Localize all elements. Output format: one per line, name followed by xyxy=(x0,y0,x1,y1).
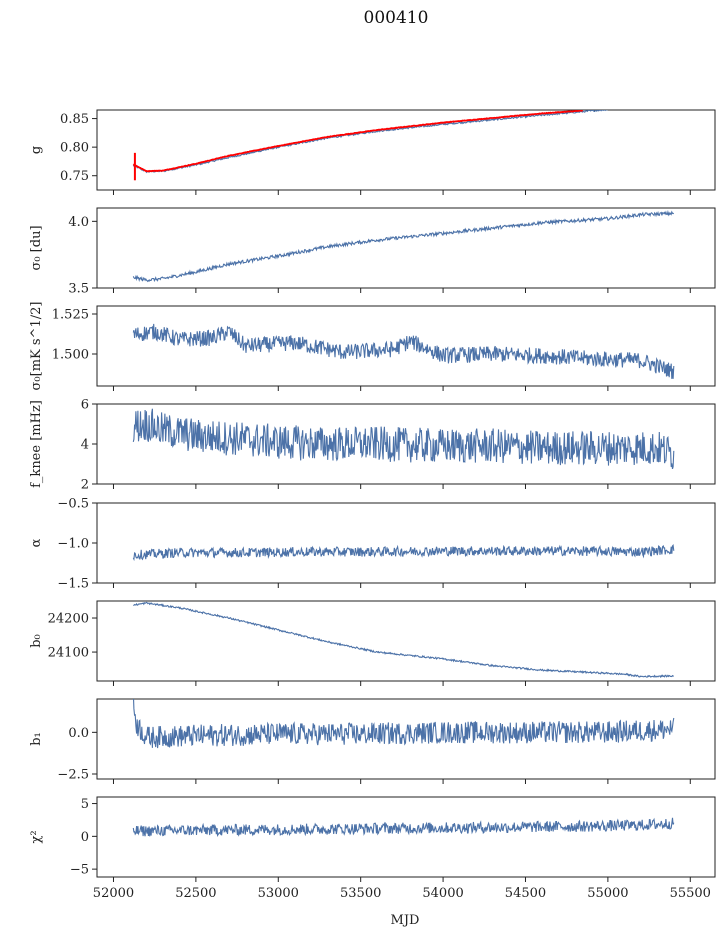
y-axis-label: σ₀ [du] xyxy=(29,225,44,270)
y-axis-label: σ₀[mK s^1/2] xyxy=(29,302,44,391)
series-line xyxy=(133,601,674,679)
y-tick-label: 24200 xyxy=(48,612,89,627)
y-axis-label: α xyxy=(29,538,44,547)
y-tick-label: 5 xyxy=(81,797,89,812)
y-tick-label: 2 xyxy=(81,478,89,493)
y-tick-label: −1.5 xyxy=(57,577,89,592)
y-tick-label: −2.5 xyxy=(57,768,89,783)
panel-b0: 24100 24200 b₀ xyxy=(29,600,716,686)
x-tick-label: 55500 xyxy=(670,886,711,901)
x-tick-label: 54500 xyxy=(505,886,546,901)
figure-title: 000410 xyxy=(364,8,429,28)
x-tick-label: 52000 xyxy=(93,886,134,901)
panel-frame xyxy=(96,796,716,878)
series-line xyxy=(132,209,675,283)
y-tick-label: −0.5 xyxy=(57,497,89,512)
x-axis-label: MJD xyxy=(391,913,420,928)
x-tick-label: 53000 xyxy=(258,886,299,901)
y-axis-label: f_knee [mHz] xyxy=(29,400,44,488)
y-tick-label: 0.75 xyxy=(60,169,89,184)
y-tick-label: −1.0 xyxy=(57,537,89,552)
x-tick-label: 55000 xyxy=(587,886,628,901)
panel-fknee: 2 4 6 f_knee [mHz] xyxy=(29,398,716,493)
series-line-red xyxy=(132,110,583,173)
y-tick-label: 0.0 xyxy=(68,726,89,741)
y-axis-label: χ² xyxy=(29,830,44,843)
panel-frame xyxy=(96,698,716,780)
y-tick-label: −5 xyxy=(70,863,89,878)
y-tick-label: 6 xyxy=(81,398,89,413)
y-tick-label: 4.0 xyxy=(68,215,89,230)
y-tick-label: 0 xyxy=(81,830,89,845)
y-tick-label: 24100 xyxy=(48,646,89,661)
series-line xyxy=(133,699,675,749)
panel-sigma0_mK: 1.500 1.525 σ₀[mK s^1/2] xyxy=(29,302,716,391)
x-tick-label: 54000 xyxy=(422,886,463,901)
y-tick-label: 3.5 xyxy=(68,282,89,297)
series-line xyxy=(132,110,609,174)
y-tick-label: 0.80 xyxy=(60,141,89,156)
panel-frame xyxy=(96,502,716,584)
panel-frame xyxy=(96,207,716,289)
series-line xyxy=(132,323,675,379)
panel-frame xyxy=(96,109,716,191)
series-line xyxy=(132,408,675,470)
series-line xyxy=(132,817,675,837)
panel-chi2: −5 0 5 52000 52500 53000 53500 54000 54500 55000 5… xyxy=(29,796,716,901)
panel-b1: −2.5 0.0 b₁ xyxy=(29,698,716,784)
y-axis-label: b₁ xyxy=(29,732,44,746)
x-tick-label: 53500 xyxy=(340,886,381,901)
panel-frame xyxy=(96,403,716,485)
y-axis-label: b₀ xyxy=(29,634,44,648)
y-tick-label: 1.500 xyxy=(52,348,89,363)
x-tick-label: 52500 xyxy=(175,886,216,901)
y-axis-label: g xyxy=(29,146,44,154)
y-tick-label: 0.85 xyxy=(60,112,89,127)
y-tick-label: 4 xyxy=(81,438,89,453)
panel-g: 0.75 0.80 0.85 g xyxy=(29,109,716,195)
y-tick-label: 1.525 xyxy=(52,308,89,323)
panel-alpha: −1.5 −1.0 −0.5 α xyxy=(29,497,716,592)
series-line xyxy=(132,544,675,562)
panel-sigma0_du: 3.5 4.0 σ₀ [du] xyxy=(29,207,716,297)
panel-frame xyxy=(96,600,716,682)
panel-frame xyxy=(96,305,716,387)
